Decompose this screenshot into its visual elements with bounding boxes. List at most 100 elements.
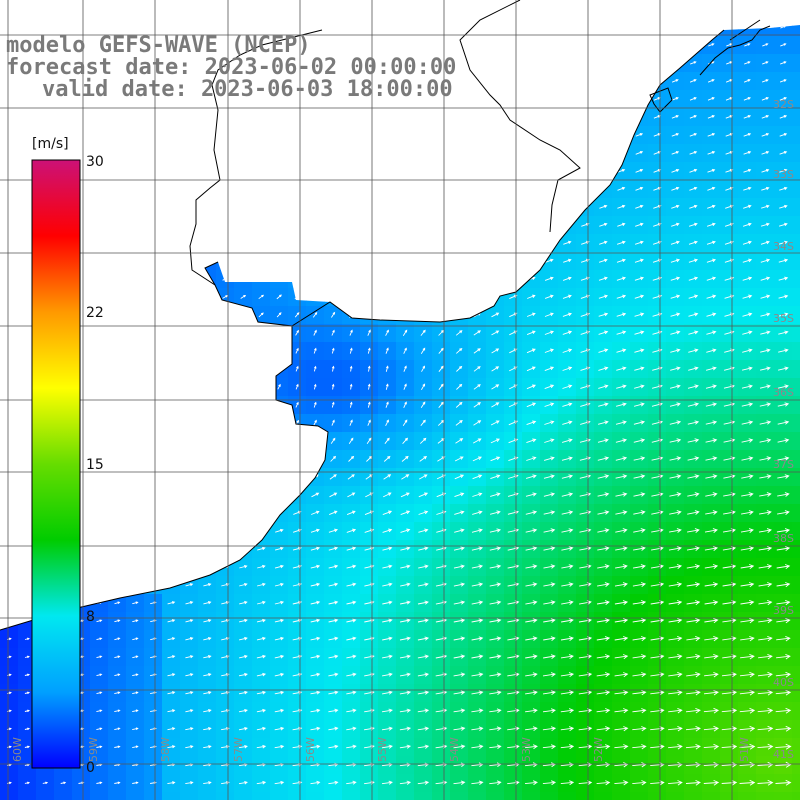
wind-arrow xyxy=(688,366,699,371)
wind-arrow xyxy=(328,708,339,713)
wind-arrow xyxy=(238,726,248,731)
wind-arrow xyxy=(203,636,212,641)
wind-arrow xyxy=(274,582,284,587)
wind-cell xyxy=(342,792,361,800)
wind-arrow xyxy=(346,528,357,533)
wind-cell xyxy=(144,792,163,800)
wind-arrow xyxy=(598,402,609,407)
wind-arrow xyxy=(596,618,611,624)
wind-arrow xyxy=(777,420,790,425)
wind-arrow xyxy=(294,312,300,318)
wind-arrow xyxy=(420,347,426,354)
wind-arrow xyxy=(739,761,756,768)
wind-arrow xyxy=(346,546,357,551)
wind-cell xyxy=(792,504,800,523)
wind-arrow xyxy=(525,654,538,659)
wind-arrow xyxy=(562,402,573,407)
wind-arrow xyxy=(671,132,680,137)
wind-arrow xyxy=(256,744,267,749)
wind-arrow xyxy=(366,437,372,444)
wind-arrow xyxy=(313,419,317,426)
wind-arrow xyxy=(740,617,755,624)
wind-cell xyxy=(540,792,559,800)
wind-arrow xyxy=(632,780,647,786)
wind-cell xyxy=(792,270,800,289)
wind-arrow xyxy=(239,564,248,569)
wind-arrow xyxy=(257,564,266,569)
wind-arrow xyxy=(669,420,682,425)
wind-cell xyxy=(378,792,397,800)
wind-arrow xyxy=(418,582,429,587)
wind-cell xyxy=(738,792,757,800)
wind-arrow xyxy=(185,727,194,731)
wind-arrow xyxy=(310,708,321,713)
wind-arrow xyxy=(690,61,697,65)
wind-arrow xyxy=(257,546,266,551)
wind-arrow xyxy=(543,636,556,641)
wind-arrow xyxy=(402,329,408,336)
wind-arrow xyxy=(542,744,557,750)
wind-arrow xyxy=(741,474,754,479)
wind-arrow xyxy=(671,97,679,101)
wind-arrow xyxy=(489,708,502,713)
wind-arrow xyxy=(328,744,339,749)
wind-arrow xyxy=(167,637,176,641)
wind-arrow xyxy=(614,654,629,660)
wind-arrow xyxy=(456,365,463,372)
wind-arrow xyxy=(776,582,791,588)
wind-cell xyxy=(756,25,775,37)
wind-arrow xyxy=(544,384,555,390)
wind-arrow xyxy=(632,690,647,696)
wind-cell xyxy=(612,792,631,800)
wind-arrow xyxy=(739,671,755,678)
wind-arrow xyxy=(346,564,357,569)
wind-arrow xyxy=(598,294,608,299)
wind-arrow xyxy=(221,672,230,677)
wind-arrow xyxy=(381,744,393,749)
wind-arrow xyxy=(238,744,248,749)
wind-arrow xyxy=(775,761,792,768)
wind-arrow xyxy=(757,743,774,750)
wind-arrow xyxy=(420,401,426,409)
wind-arrow xyxy=(743,150,752,155)
wind-arrow xyxy=(615,456,628,461)
wind-arrow xyxy=(310,564,321,569)
wind-arrow xyxy=(310,528,320,533)
wind-arrow xyxy=(578,744,593,750)
wind-arrow xyxy=(524,780,538,786)
wind-arrow xyxy=(671,168,680,173)
wind-arrow xyxy=(704,635,719,642)
wind-arrow xyxy=(203,690,212,695)
wind-arrow xyxy=(295,401,299,408)
wind-arrow xyxy=(525,708,538,714)
wind-arrow xyxy=(775,707,792,714)
wind-arrow xyxy=(670,258,680,263)
wind-arrow xyxy=(689,204,698,209)
wind-arrow xyxy=(650,707,665,714)
wind-arrow xyxy=(525,528,538,533)
wind-arrow xyxy=(310,726,321,731)
wind-arrow xyxy=(275,528,284,533)
wind-arrow xyxy=(689,186,698,191)
wind-arrow xyxy=(418,564,429,569)
wind-arrow xyxy=(455,401,463,408)
wind-arrow xyxy=(778,240,788,245)
wind-arrow xyxy=(185,619,194,623)
wind-arrow xyxy=(561,438,573,443)
wind-cell xyxy=(792,252,800,271)
wind-arrow xyxy=(758,582,773,588)
wind-arrow xyxy=(167,601,176,605)
wind-arrow xyxy=(581,240,590,245)
wind-arrow xyxy=(381,780,393,785)
wind-arrow xyxy=(776,617,791,624)
wind-arrow xyxy=(132,691,139,695)
wind-arrow xyxy=(775,671,792,678)
wind-arrow xyxy=(703,761,720,768)
wind-arrow xyxy=(633,474,646,479)
wind-arrow xyxy=(472,474,483,480)
wind-arrow xyxy=(42,781,49,785)
wind-cell xyxy=(396,792,415,800)
wind-arrow xyxy=(473,348,481,354)
wind-arrow xyxy=(490,474,501,480)
